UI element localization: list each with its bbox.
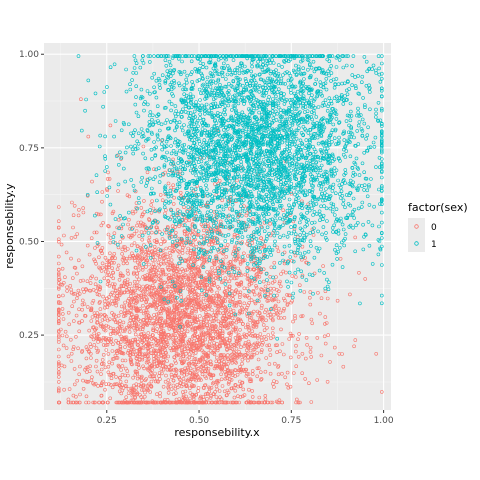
scatter-chart: 0.25 0.50 0.75 1.00 0.250.500.751.00 respon… [0, 0, 480, 480]
